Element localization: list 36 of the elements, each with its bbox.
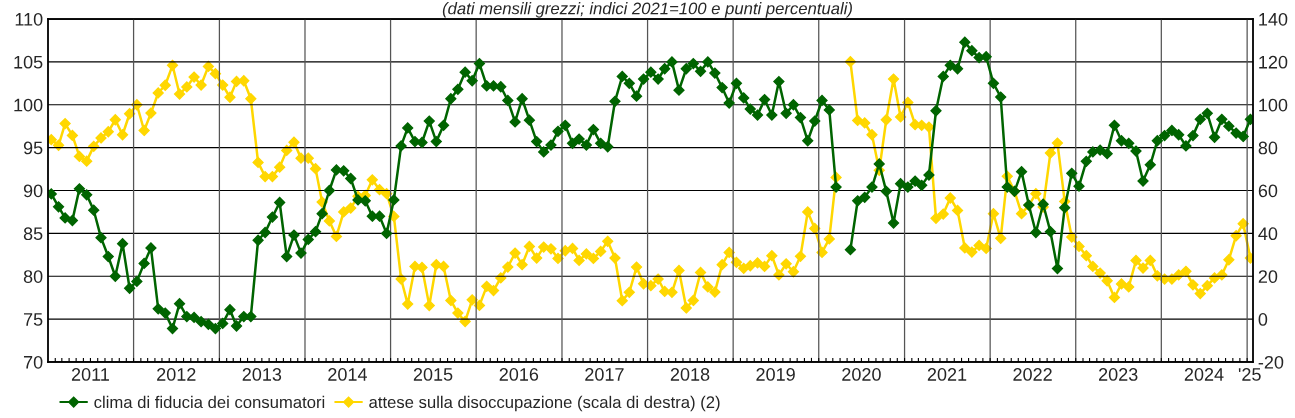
y2-tick-label: 20	[1258, 270, 1278, 283]
chart-subtitle: (dati mensili grezzi; indici 2021=100 e punti percentuali)	[442, 2, 852, 18]
y2-tick-label: 40	[1258, 227, 1278, 241]
x-tick-label: 2021	[927, 368, 967, 381]
x-tick-label: 2015	[413, 368, 453, 381]
x-tick-label: '25	[1238, 368, 1261, 381]
x-tick-label: 2020	[842, 368, 881, 381]
y-tick-label: 70	[23, 355, 43, 369]
x-tick-label: 2023	[1099, 368, 1138, 381]
x-tick-label: 2011	[71, 368, 109, 381]
y-tick-label: 80	[23, 270, 43, 283]
y-tick-label: 75	[23, 313, 43, 326]
x-tick-label: 2018	[670, 368, 710, 381]
y2-tick-label: 80	[1258, 141, 1278, 155]
x-tick-label: 2017	[585, 368, 624, 381]
y2-tick-label: 140	[1259, 12, 1288, 26]
x-tick-label: 2019	[756, 368, 795, 381]
y2-tick-label: 0	[1258, 313, 1268, 326]
x-tick-label: 2013	[242, 368, 282, 381]
x-tick-label: 2016	[499, 368, 539, 381]
y-tick-label: 100	[14, 98, 43, 112]
x-tick-label: 2014	[328, 368, 367, 381]
y-tick-label: 90	[23, 184, 43, 198]
x-tick-label: 2012	[157, 368, 196, 381]
y2-tick-label: 120	[1259, 55, 1288, 69]
legend-label: attese sulla disoccupazione (scala di destra) (2)	[369, 395, 720, 412]
legend-label: clima di fiducia dei consumatori	[94, 395, 325, 409]
y-tick-label: 95	[23, 141, 43, 155]
y-tick-label: 85	[23, 227, 43, 241]
x-tick-label: 2024	[1184, 368, 1224, 381]
y-tick-label: 110	[15, 12, 43, 26]
y2-tick-label: 60	[1258, 184, 1278, 198]
x-tick-label: 2022	[1013, 368, 1052, 381]
y2-tick-label: 100	[1259, 98, 1288, 112]
y-tick-label: 105	[14, 55, 43, 69]
y2-tick-label: -20	[1258, 355, 1284, 369]
